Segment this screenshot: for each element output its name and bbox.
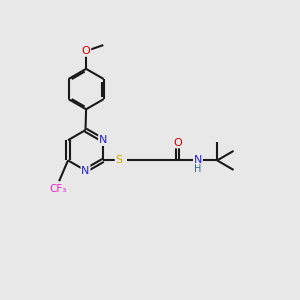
- Text: N: N: [99, 135, 107, 145]
- Text: S: S: [116, 155, 123, 165]
- Text: O: O: [82, 46, 91, 56]
- Text: N: N: [194, 155, 202, 165]
- Text: N: N: [81, 166, 90, 176]
- Text: O: O: [173, 138, 182, 148]
- Text: H: H: [194, 164, 202, 174]
- Text: CF₃: CF₃: [49, 184, 66, 194]
